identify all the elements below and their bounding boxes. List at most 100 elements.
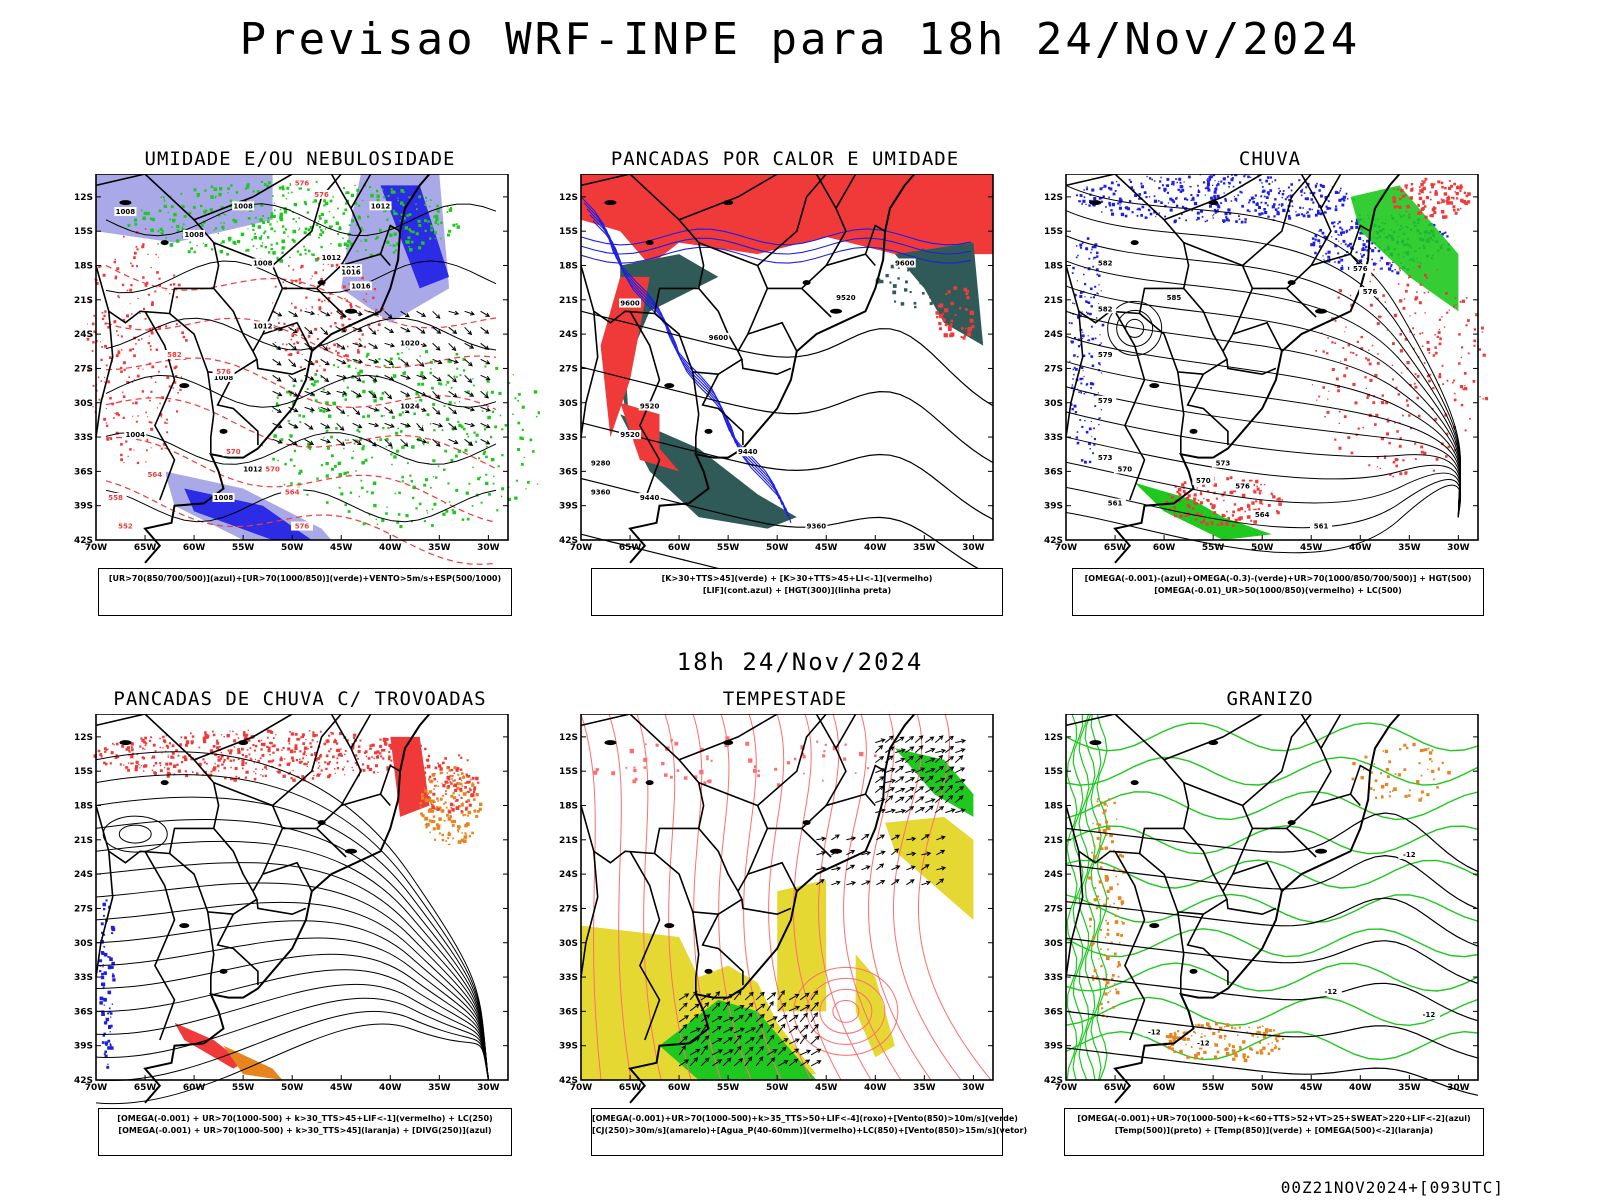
map-umidade[interactable]: 1008 1008 1008 1008 1012 1012 1016 1016 1012 1020… bbox=[60, 174, 540, 586]
lake bbox=[219, 968, 228, 974]
wind-vector bbox=[944, 774, 954, 783]
map-chuva[interactable]: 582 585 582 579 576 579 573 570 576 573 576 570 564 5… bbox=[1030, 174, 1510, 586]
map-frame bbox=[1065, 174, 1479, 541]
wind-vector bbox=[861, 833, 870, 841]
lon-label: 30W bbox=[1447, 543, 1470, 553]
instability-area-green bbox=[620, 414, 797, 529]
contour-label: 1024 bbox=[400, 402, 420, 410]
state-border bbox=[580, 311, 599, 438]
lake bbox=[664, 383, 675, 389]
lon-label: 65W bbox=[134, 1083, 157, 1093]
lat-label: 39S bbox=[559, 502, 578, 512]
legend-line: [OMEGA(-0.001)+UR>70(1000-500)+k>35_TTS>… bbox=[592, 1114, 1018, 1123]
wind-vector bbox=[945, 755, 955, 763]
wind-vector bbox=[722, 1000, 730, 1012]
wind-vector bbox=[480, 326, 490, 334]
wind-vector bbox=[914, 754, 924, 763]
wind-vector bbox=[432, 406, 441, 415]
lat-label: 33S bbox=[1044, 433, 1063, 443]
streamline bbox=[95, 983, 489, 1081]
wind-vector bbox=[448, 342, 457, 352]
state-border bbox=[1183, 781, 1254, 829]
wind-vector bbox=[678, 1024, 688, 1034]
streamline bbox=[818, 714, 872, 1081]
wind-vector bbox=[875, 755, 885, 763]
lake bbox=[1089, 740, 1102, 746]
wind-vector bbox=[777, 1060, 789, 1067]
state-border bbox=[316, 253, 391, 289]
wind-vector bbox=[272, 342, 282, 351]
label-bg bbox=[1349, 264, 1372, 274]
wind-vector bbox=[846, 881, 857, 886]
lon-label: 45W bbox=[330, 543, 353, 553]
wind-vector bbox=[777, 1002, 787, 1012]
lat-label: 39S bbox=[1044, 1042, 1063, 1052]
lat-label: 15S bbox=[559, 767, 578, 777]
wind-vector bbox=[766, 1049, 778, 1056]
wind-vector bbox=[416, 310, 427, 317]
lon-label: 35W bbox=[428, 1083, 451, 1093]
wind-vector bbox=[384, 438, 393, 447]
wind-vector bbox=[722, 1027, 734, 1034]
lake bbox=[645, 780, 654, 786]
label-bg bbox=[310, 189, 333, 199]
contour-line bbox=[105, 357, 497, 411]
lon-label: 70W bbox=[570, 1083, 593, 1093]
streamline bbox=[636, 714, 662, 1081]
wind-vector bbox=[733, 1058, 744, 1067]
contour-label: 576 bbox=[1235, 483, 1250, 491]
wind-vector bbox=[689, 1057, 699, 1067]
map-pancadas-calor[interactable]: 9600 9600 9520 9600 9520 9520 9440 9280 9360 9440… bbox=[545, 174, 1025, 586]
lat-label: 27S bbox=[559, 364, 578, 374]
wind-vector bbox=[885, 808, 896, 814]
wind-vector bbox=[906, 865, 916, 871]
lon-label: 70W bbox=[1055, 1083, 1078, 1093]
state-border bbox=[379, 764, 401, 795]
wind-vector bbox=[352, 342, 364, 348]
contour-label: 9520 bbox=[620, 431, 640, 439]
lat-label: 42S bbox=[559, 1076, 578, 1086]
wind-vector bbox=[336, 390, 348, 396]
lat-label: 21S bbox=[74, 296, 93, 306]
wind-vector bbox=[432, 326, 442, 334]
lat-label: 27S bbox=[559, 904, 578, 914]
legend-line: [K>30+TTS>45](verde) + [K>30+TTS>45+LI<-… bbox=[661, 574, 933, 583]
streamline bbox=[95, 1010, 489, 1082]
lake bbox=[1315, 848, 1328, 854]
state-border bbox=[698, 781, 769, 829]
label-bg bbox=[1192, 1038, 1215, 1048]
wind-vector bbox=[904, 755, 914, 763]
map-granizo[interactable]: -12 -12 -12 -12 -12 12S 15S 18S 21S 24S 27S 30S 33S 3… bbox=[1030, 714, 1510, 1126]
label-bg bbox=[212, 492, 235, 502]
contour-label: 579 bbox=[1098, 351, 1113, 359]
wind-vector bbox=[755, 1003, 766, 1012]
state-border bbox=[1183, 241, 1254, 289]
contour-label: 1008 bbox=[214, 374, 234, 382]
wind-vector bbox=[368, 342, 379, 349]
wind-vector bbox=[884, 735, 894, 743]
streamline bbox=[918, 714, 992, 1081]
state-border bbox=[580, 851, 599, 978]
state-border bbox=[1114, 850, 1146, 1041]
streamline bbox=[95, 862, 489, 1081]
streamline bbox=[118, 824, 152, 844]
wind-vector bbox=[934, 765, 944, 773]
wind-vector bbox=[711, 1059, 723, 1067]
wind-vector bbox=[788, 1048, 800, 1056]
lake bbox=[1208, 200, 1219, 206]
state-border bbox=[835, 174, 859, 209]
wind-vector bbox=[304, 326, 313, 335]
state-border bbox=[1114, 310, 1146, 501]
lon-label: 30W bbox=[962, 1083, 985, 1093]
streamline bbox=[95, 796, 489, 1081]
state-border bbox=[747, 287, 832, 335]
wind-vector bbox=[955, 738, 967, 744]
wind-vector bbox=[336, 422, 345, 431]
streamline bbox=[95, 937, 489, 1081]
wind-vector bbox=[799, 1004, 811, 1012]
state-border bbox=[653, 287, 719, 375]
wind-vector bbox=[895, 736, 905, 744]
wind-vector bbox=[336, 342, 346, 350]
